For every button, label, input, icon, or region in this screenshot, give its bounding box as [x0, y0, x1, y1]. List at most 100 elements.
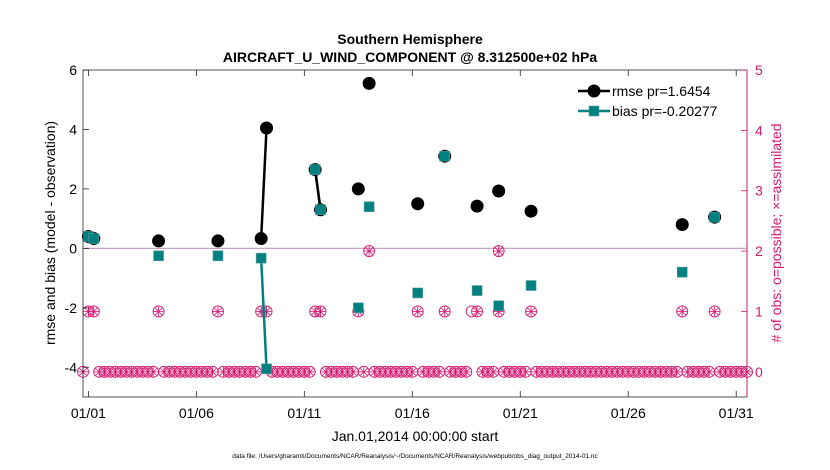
rmse-point — [152, 234, 166, 248]
obs-assimilated-stroke — [678, 307, 687, 316]
legend-rmse-marker — [587, 84, 601, 98]
y-tick-label: -4 — [65, 359, 78, 375]
obs-count-possible-two — [492, 245, 505, 258]
obs-count-assimilated-zero — [358, 366, 369, 378]
bias-point — [525, 280, 537, 291]
obs-count-assimilated-two — [493, 245, 504, 257]
obs-assimilated-stroke — [527, 307, 536, 316]
x-tick-label: 01/01 — [71, 405, 106, 421]
legend-bias-label: bias pr=-0.20277 — [612, 103, 718, 119]
bias-point — [261, 363, 272, 375]
y-tick-label: -2 — [65, 300, 78, 316]
obs-count-assimilated-one — [709, 306, 720, 317]
legend-rmse-label: rmse pr=1.6454 — [612, 83, 711, 99]
x-tick-label: 01/16 — [395, 405, 430, 421]
obs-count-possible-one — [525, 305, 538, 318]
obs-assimilated-stroke — [305, 367, 314, 376]
rmse-point — [362, 76, 376, 90]
obs-count-possible-one — [212, 305, 224, 318]
rmse-point — [260, 121, 274, 135]
obs-assimilated-stroke — [440, 307, 449, 316]
obs-count-possible-one — [708, 305, 721, 318]
obs-assimilated-stroke — [316, 307, 325, 316]
obs-assimilated-stroke — [435, 367, 444, 376]
obs-assimilated-stroke — [413, 307, 422, 316]
obs-count-assimilated-zero — [434, 366, 445, 378]
rmse-point — [411, 197, 425, 211]
obs-assimilated-stroke — [208, 367, 217, 376]
y2-axis-label: # of obs: o=possible; ×=assimilated — [768, 123, 784, 342]
y-axis-left: -4 -2 0 2 4 6 — [65, 62, 89, 375]
obs-count-assimilated-one — [471, 306, 483, 317]
obs-assimilated-stroke — [473, 307, 482, 316]
obs-assimilated-stroke — [251, 367, 260, 376]
bias-point — [212, 250, 224, 262]
obs-assimilated-stroke — [149, 367, 158, 376]
x-tick-label: 01/11 — [287, 405, 321, 421]
obs-count-assimilated-zero — [147, 366, 159, 378]
bias-series-line — [259, 258, 268, 369]
obs-assimilated-stroke — [89, 307, 98, 316]
obs-assimilated-stroke — [489, 367, 498, 376]
obs-assimilated-stroke — [348, 367, 357, 376]
obs-assimilated-stroke — [359, 367, 368, 376]
obs-assimilated-stroke — [462, 367, 471, 376]
obs-count-assimilated-zero — [461, 366, 472, 378]
bias-point-overlay — [315, 204, 326, 216]
plot-area — [83, 70, 747, 397]
rmse-point — [492, 184, 506, 198]
rmse-series-line — [259, 127, 268, 239]
obs-count-possible-two — [363, 245, 376, 258]
bias-point-overlay — [88, 233, 100, 244]
y-tick-label: 4 — [69, 121, 77, 137]
obs-count-assimilated-zero — [520, 366, 531, 378]
bias-point — [471, 285, 483, 296]
obs-assimilated-stroke — [710, 307, 719, 316]
obs-assimilated-stroke — [365, 247, 374, 256]
bias-point-overlay — [439, 150, 450, 162]
obs-count-assimilated-zero — [671, 366, 683, 378]
obs-count-assimilated-one — [412, 306, 423, 317]
x-axis-label: Jan.01,2014 00:00:00 start — [332, 428, 499, 444]
bias-point-overlay — [309, 164, 321, 175]
obs-count-possible-one — [411, 305, 424, 318]
bias-point — [255, 252, 267, 264]
x-axis: 01/01 01/06 01/11 01/16 01/21 01/26 01/31 — [71, 70, 754, 421]
obs-count-assimilated-zero — [207, 366, 218, 378]
x-tick-label: 01/21 — [503, 405, 538, 421]
series-layer — [81, 76, 722, 375]
rmse-point — [524, 204, 538, 218]
obs-count-possible-zero — [460, 365, 473, 378]
obs-count-assimilated-zero — [250, 366, 261, 378]
y-axis-right: 0 1 2 3 4 5 — [741, 62, 763, 397]
legend: rmse pr=1.6454 bias pr=-0.20277 — [570, 78, 742, 122]
chart-title-line1: Southern Hemisphere — [337, 31, 483, 47]
obs-count-assimilated-two — [363, 245, 375, 257]
y-tick-label: 0 — [69, 240, 77, 256]
y2-tick-label: 2 — [755, 243, 763, 259]
y2-tick-label: 3 — [755, 183, 763, 199]
x-tick-label: 01/06 — [179, 405, 214, 421]
obs-count-assimilated-one — [88, 306, 99, 317]
rmse-point — [211, 234, 225, 248]
obs-count-assimilated-one — [525, 306, 537, 317]
obs-count-possible-one — [676, 305, 689, 318]
x-tick-label: 01/31 — [719, 405, 754, 421]
obs-count-assimilated-one — [153, 306, 164, 317]
obs-count-possible-one — [471, 305, 484, 318]
bias-point — [363, 201, 375, 213]
rmse-point — [675, 218, 689, 232]
obs-count-layer — [77, 245, 753, 378]
y2-tick-label: 4 — [755, 122, 763, 138]
chart-title-line2: AIRCRAFT_U_WIND_COMPONENT @ 8.312500e+02… — [223, 49, 597, 65]
x-tick-label: 01/26 — [611, 405, 646, 421]
obs-assimilated-stroke — [213, 307, 222, 316]
obs-assimilated-stroke — [494, 247, 503, 256]
bias-point — [493, 300, 504, 312]
y2-tick-label: 5 — [755, 62, 763, 78]
bias-point — [353, 302, 364, 314]
obs-count-assimilated-one — [212, 306, 224, 317]
y2-tick-label: 0 — [755, 364, 763, 380]
obs-assimilated-stroke — [672, 367, 681, 376]
